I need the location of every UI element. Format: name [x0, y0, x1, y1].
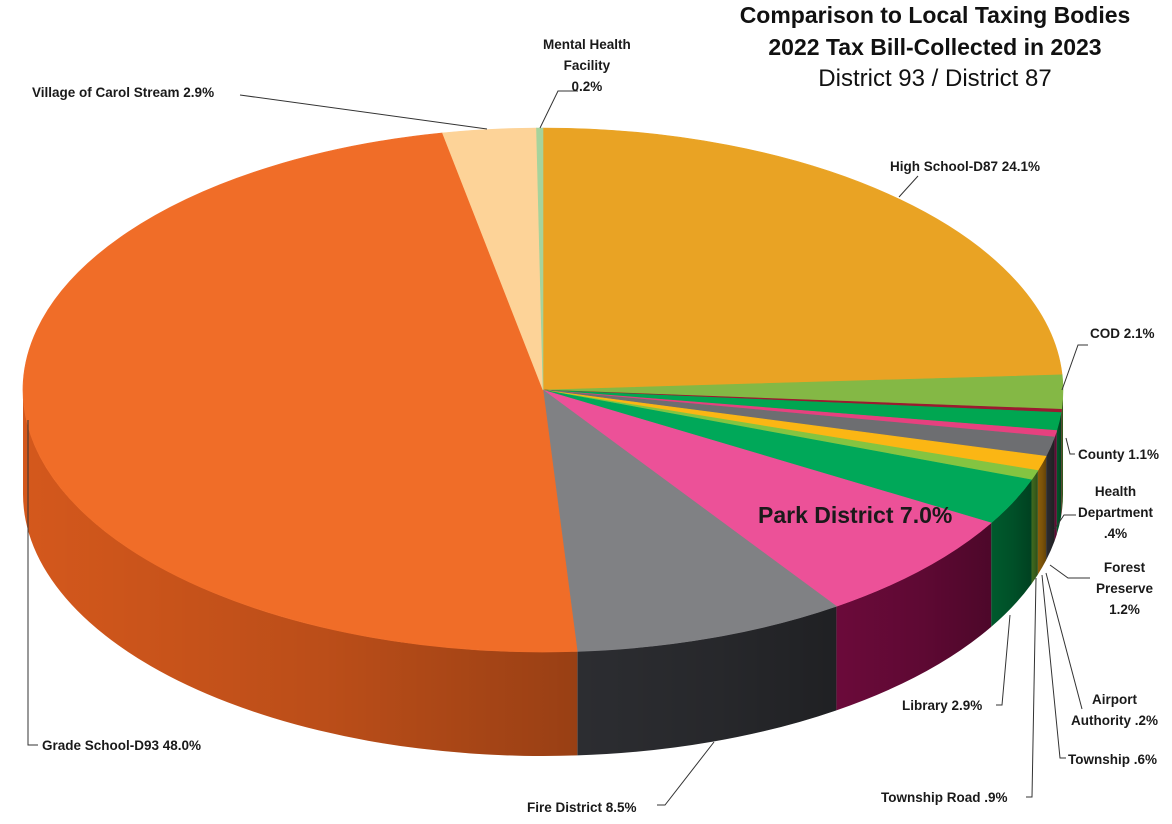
slice-mental-health-facility	[536, 127, 544, 391]
leader-line-grade-school-d93	[27, 420, 38, 746]
leader-line-cod	[1061, 344, 1088, 391]
chart-subtitle-districts: District 93 / District 87	[818, 65, 1052, 92]
label-township: Township .6%	[1068, 752, 1158, 767]
leader-line-fire-district	[657, 741, 715, 806]
label-high-school-d87: High School-D87 24.1%	[890, 159, 1041, 174]
label-grade-school-d93: Grade School-D93 48.0%	[42, 738, 202, 753]
label-township-road: Township Road .9%	[881, 790, 1008, 805]
label-forest-preserve: Forest Preserve 1.2%	[1096, 560, 1154, 617]
slice-fire-district	[542, 389, 838, 652]
label-park-district: Park District 7.0%	[758, 502, 953, 528]
side-shade-grade-school-d93	[23, 390, 578, 756]
label-airport-authority: Airport Authority .2%	[1071, 692, 1159, 728]
leader-line-library	[996, 614, 1011, 706]
label-county: County 1.1%	[1078, 447, 1160, 462]
leader-line-forest-preserve	[1049, 564, 1090, 579]
leader-line-township	[1041, 574, 1066, 759]
chart-title: Comparison to Local Taxing Bodies	[739, 2, 1131, 28]
label-library: Library 2.9%	[902, 698, 983, 713]
slice-high-school-d87	[542, 127, 1063, 391]
side-shade-township-road	[1037, 456, 1047, 575]
leader-line-high-school-d87	[898, 175, 919, 198]
side-shade-county	[1056, 412, 1062, 535]
label-cod: COD 2.1%	[1090, 326, 1155, 341]
leader-line-county	[1065, 437, 1075, 455]
label-health-department: Health Department .4%	[1078, 484, 1154, 541]
label-village-of-carol-stream: Village of Carol Stream 2.9%	[32, 85, 215, 100]
side-shade-airport-authority	[1061, 409, 1062, 517]
side-shade-library	[991, 479, 1032, 627]
label-fire-district: Fire District 8.5%	[527, 800, 637, 815]
leader-line-village-of-carol-stream	[239, 94, 488, 130]
leader-line-township-road	[1026, 577, 1037, 798]
side-shade-township	[1031, 470, 1038, 584]
leader-line-health-department	[1053, 514, 1076, 531]
slice-park-district	[542, 389, 992, 607]
side-shade-fire-district	[577, 606, 837, 756]
side-shade-forest-preserve	[1046, 437, 1055, 561]
label-mental-health-facility: Mental Health Facility 0.2%	[543, 37, 631, 94]
side-shade-park-district	[836, 522, 992, 711]
leader-line-airport-authority	[1045, 572, 1083, 710]
chart-subtitle: 2022 Tax Bill-Collected in 2023	[768, 34, 1102, 60]
slice-grade-school-d93	[22, 132, 578, 653]
side-shade-cod	[1061, 390, 1063, 514]
side-shade-health-department	[1054, 430, 1057, 542]
leader-line-mental-health-facility	[539, 90, 578, 129]
